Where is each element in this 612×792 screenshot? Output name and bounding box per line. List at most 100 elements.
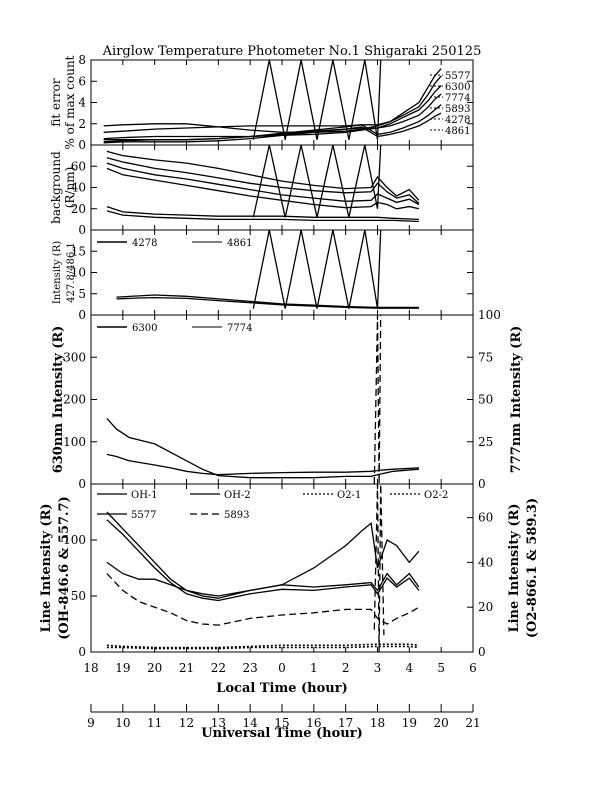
x-tick-label-ut: 21 xyxy=(465,716,480,730)
x-tick-label-local: 23 xyxy=(243,661,258,675)
x-tick-label-local: 2 xyxy=(342,661,350,675)
x-tick-label-ut: 15 xyxy=(274,716,289,730)
x-tick-label-local: 18 xyxy=(83,661,98,675)
series-line-trace-6 xyxy=(252,145,382,218)
y-tick-label: 0 xyxy=(78,645,86,659)
legend-label: 5893 xyxy=(224,510,249,521)
legend-label: 4278 xyxy=(445,115,470,126)
series-line-5577 xyxy=(106,521,420,597)
x-tick-label-local: 4 xyxy=(406,661,414,675)
y-axis-label-right: (O2-866.1 & 589.3) xyxy=(525,498,540,638)
legend-label: 6300 xyxy=(132,323,157,334)
y-axis-label-left: Line Intensity (R) xyxy=(39,503,54,632)
panel-frame-oi_lines xyxy=(90,314,474,485)
series-line-4861 xyxy=(116,296,419,309)
series-line-OH-2 xyxy=(106,519,420,602)
x-tick-label-local: 5 xyxy=(437,661,445,675)
y-tick-label: 15 xyxy=(71,244,86,258)
legend-label: 5577 xyxy=(445,71,470,82)
series-line-O2-2 xyxy=(106,645,419,650)
y-tick-label: 2 xyxy=(78,117,86,131)
y-axis-label: fit error xyxy=(49,78,63,126)
y-tick-label: 10 xyxy=(71,266,86,280)
y-tick-label-right: 0 xyxy=(478,477,486,491)
legend-label: O2-1 xyxy=(337,490,361,501)
x-tick-label-ut: 12 xyxy=(179,716,194,730)
y-tick-label-right: 25 xyxy=(478,435,493,449)
legend-label: 4861 xyxy=(227,238,252,249)
legend-label: OH-2 xyxy=(224,490,251,501)
y-tick-label: 4 xyxy=(78,96,86,110)
legend-label: 4861 xyxy=(445,126,470,137)
y-tick-label: 8 xyxy=(78,53,86,67)
x-tick-label-local: 21 xyxy=(179,661,194,675)
x-tick-label-ut: 19 xyxy=(402,716,417,730)
y-axis-label: 427.8/486.1 xyxy=(66,242,77,303)
y-axis-label: background xyxy=(49,151,63,224)
series-line-trace-4 xyxy=(106,205,419,221)
y-tick-label: 100 xyxy=(63,435,86,449)
series-line-trace-1 xyxy=(106,157,420,204)
y-tick-label: 100 xyxy=(63,533,86,547)
y-tick-label-right: 20 xyxy=(478,600,493,614)
y-axis-label: % of max count xyxy=(63,55,77,149)
x-tick-label-local: 20 xyxy=(147,661,162,675)
y-axis-label: Intensity (R) xyxy=(52,241,63,304)
y-tick-label: 0 xyxy=(78,308,86,322)
legend-label: 7774 xyxy=(445,93,470,104)
x-tick-label-ut: 11 xyxy=(147,716,162,730)
y-tick-label: 40 xyxy=(71,181,86,195)
series-line-O2-1 xyxy=(106,643,419,649)
legend-label: 4278 xyxy=(132,238,157,249)
y-axis-label: (R/nm) xyxy=(63,167,77,209)
y-axis-label-left: 630nm Intensity (R) xyxy=(51,326,66,474)
x-tick-label-ut: 10 xyxy=(115,716,130,730)
x-tick-label-ut: 20 xyxy=(434,716,449,730)
y-tick-label-right: 0 xyxy=(478,645,486,659)
x-tick-label-ut: 14 xyxy=(243,716,259,730)
y-tick-label: 0 xyxy=(78,477,86,491)
series-line-trace-6 xyxy=(252,60,382,140)
y-tick-label: 20 xyxy=(71,202,86,216)
y-tick-label-right: 40 xyxy=(478,555,493,569)
y-tick-label-right: 75 xyxy=(478,350,493,364)
legend-label: 5577 xyxy=(131,510,156,521)
y-tick-label-right: 50 xyxy=(478,393,493,407)
series-line-6300 xyxy=(103,75,442,133)
y-tick-label: 200 xyxy=(63,393,86,407)
x-tick-label-local: 0 xyxy=(278,661,286,675)
y-axis-label-left: (OH-846.6 & 557.7) xyxy=(57,496,72,640)
y-tick-label-right: 60 xyxy=(478,511,493,525)
x-tick-label-local: 19 xyxy=(115,661,130,675)
x-tick-label-ut: 17 xyxy=(338,716,353,730)
x-tick-label-ut: 16 xyxy=(306,716,321,730)
y-tick-label: 60 xyxy=(71,159,86,173)
x-tick-label-ut: 9 xyxy=(87,716,95,730)
x-axis-label-ut: Universal Time (hour) xyxy=(201,726,363,741)
legend-label: O2-2 xyxy=(424,490,448,501)
x-tick-label-ut: 13 xyxy=(211,716,226,730)
legend-label: 7774 xyxy=(227,323,252,334)
x-axis-label-local: Local Time (hour) xyxy=(216,681,348,696)
series-line-7774 xyxy=(103,85,442,140)
legend-label: 5893 xyxy=(445,104,470,115)
series-line-6300 xyxy=(106,418,419,479)
x-tick-label-local: 1 xyxy=(310,661,318,675)
series-line-4861 xyxy=(103,112,442,144)
y-tick-label: 6 xyxy=(78,74,86,88)
y-tick-label: 300 xyxy=(63,350,86,364)
series-line-trace-0 xyxy=(106,150,420,201)
y-axis-label-right: 777nm Intensity (R) xyxy=(509,326,524,474)
series-line-trace-2 xyxy=(106,162,420,206)
legend-label: 6300 xyxy=(445,82,470,93)
series-line-trace-5 xyxy=(106,210,419,223)
y-tick-label-right: 100 xyxy=(478,308,501,322)
legend-label: OH-1 xyxy=(131,490,158,501)
series-line-5893 xyxy=(106,573,420,626)
y-axis-label-right: Line Intensity (R) xyxy=(507,503,522,632)
y-tick-label: 0 xyxy=(78,138,86,152)
chart-title: Airglow Temperature Photometer No.1 Shig… xyxy=(102,44,482,59)
series-line-trace-2 xyxy=(252,230,382,309)
